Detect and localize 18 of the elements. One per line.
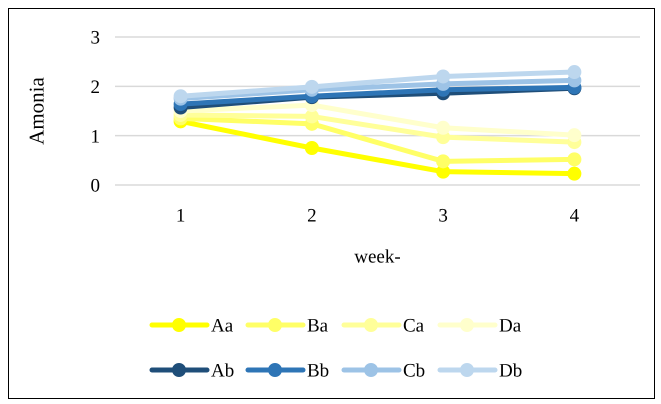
legend-label: Cb (403, 360, 426, 382)
legend-label: Aa (211, 316, 234, 337)
y-tick-label: 1 (90, 126, 100, 148)
y-axis-title: Amonia (24, 76, 48, 145)
legend-label: Ca (403, 316, 425, 337)
x-tick-label: 3 (438, 206, 448, 227)
y-tick-label: 3 (90, 28, 100, 49)
y-tick-label: 2 (90, 76, 100, 98)
legend-label: Bb (307, 360, 330, 382)
x-tick-label: 2 (307, 206, 317, 227)
x-tick-label: 1 (176, 206, 186, 227)
legend-label: Db (499, 360, 522, 382)
x-axis-title: week- (354, 246, 401, 268)
legend-label: Da (499, 316, 522, 337)
legend-label: Ba (307, 316, 329, 337)
y-tick-label: 0 (90, 176, 100, 197)
x-tick-label: 4 (570, 206, 580, 227)
legend-label: Ab (211, 360, 234, 382)
